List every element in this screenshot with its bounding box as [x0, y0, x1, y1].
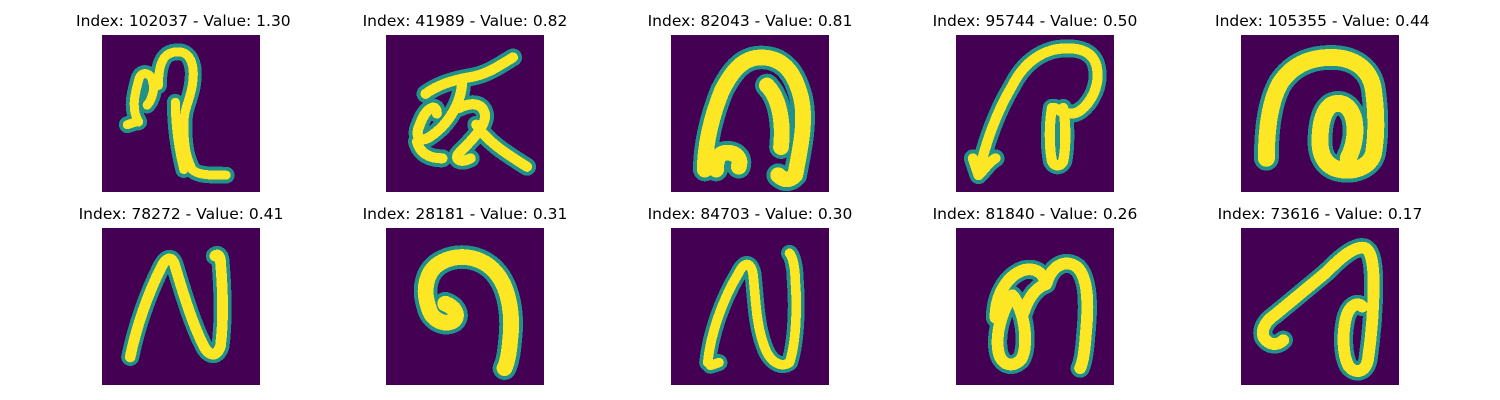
panel-title: Index: 78272 - Value: 0.41 — [78, 205, 284, 223]
panel-title: Index: 73616 - Value: 0.17 — [1217, 205, 1423, 223]
digit-panel: Index: 95744 - Value: 0.50 — [930, 10, 1140, 200]
digit-panel: Index: 78272 - Value: 0.41 — [76, 203, 286, 393]
handwritten-glyph-image — [102, 228, 260, 385]
panel-title: Index: 105355 - Value: 0.44 — [1215, 12, 1430, 30]
panel-title: Index: 28181 - Value: 0.31 — [362, 205, 568, 223]
panel-title: Index: 95744 - Value: 0.50 — [932, 12, 1138, 30]
digit-panel: Index: 84703 - Value: 0.30 — [645, 203, 855, 393]
handwritten-glyph-image — [386, 228, 544, 385]
handwritten-glyph-image — [956, 35, 1114, 192]
handwritten-glyph-image — [386, 35, 544, 192]
digit-panel: Index: 105355 - Value: 0.44 — [1215, 10, 1430, 200]
panel-title: Index: 41989 - Value: 0.82 — [362, 12, 568, 30]
handwritten-glyph-image — [671, 35, 829, 192]
handwritten-glyph-image — [671, 228, 829, 385]
handwritten-glyph-image — [956, 228, 1114, 385]
digit-panel: Index: 82043 - Value: 0.81 — [645, 10, 855, 200]
panel-title: Index: 84703 - Value: 0.30 — [647, 205, 853, 223]
handwritten-glyph-image — [1241, 228, 1399, 385]
panel-title: Index: 82043 - Value: 0.81 — [647, 12, 853, 30]
handwritten-glyph-image — [102, 35, 260, 192]
panel-title: Index: 102037 - Value: 1.30 — [76, 12, 291, 30]
digit-panel: Index: 28181 - Value: 0.31 — [360, 203, 570, 393]
digit-panel: Index: 102037 - Value: 1.30 — [76, 10, 291, 200]
panel-title: Index: 81840 - Value: 0.26 — [932, 205, 1138, 223]
digit-panel: Index: 41989 - Value: 0.82 — [360, 10, 570, 200]
digit-panel: Index: 73616 - Value: 0.17 — [1215, 203, 1425, 393]
handwritten-glyph-image — [1241, 35, 1399, 192]
digit-panel: Index: 81840 - Value: 0.26 — [930, 203, 1140, 393]
